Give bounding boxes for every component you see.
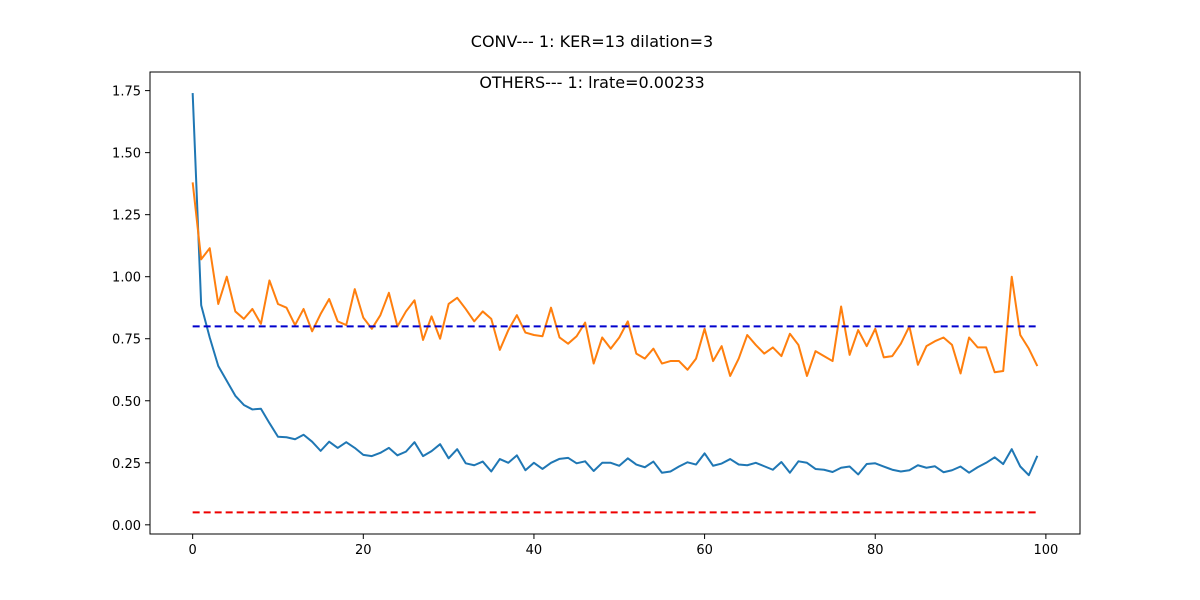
chart-subtitle: OTHERS--- 1: lrate=0.00233 [479, 73, 704, 92]
series-line-2 [191, 182, 1039, 377]
axes-frame [149, 71, 1081, 535]
y-tick-label: 0.50 [112, 395, 141, 410]
plot-area: 0 20 40 60 80 100 0.00 0.25 0.50 0.75 1.00 1.25 1.50… [112, 71, 1081, 558]
x-tick-label: 20 [355, 543, 372, 558]
chart-title: CONV--- 1: KER=13 dilation=3 [471, 32, 713, 51]
y-tick-label: 0.75 [112, 333, 141, 348]
x-tick-label: 60 [696, 543, 713, 558]
x-tick-label: 80 [867, 543, 884, 558]
y-tick-label: 1.25 [112, 209, 141, 224]
y-tick-label: 1.75 [112, 85, 141, 100]
y-tick-label: 0.00 [112, 519, 141, 534]
x-tick-label: 100 [1033, 543, 1058, 558]
y-tick-label: 1.00 [112, 271, 141, 286]
x-tick-label: 40 [526, 543, 543, 558]
series-line-1 [191, 93, 1039, 477]
y-tick-label: 0.25 [112, 457, 141, 472]
x-tick-label: 0 [189, 543, 197, 558]
y-tick-label: 1.50 [112, 147, 141, 162]
